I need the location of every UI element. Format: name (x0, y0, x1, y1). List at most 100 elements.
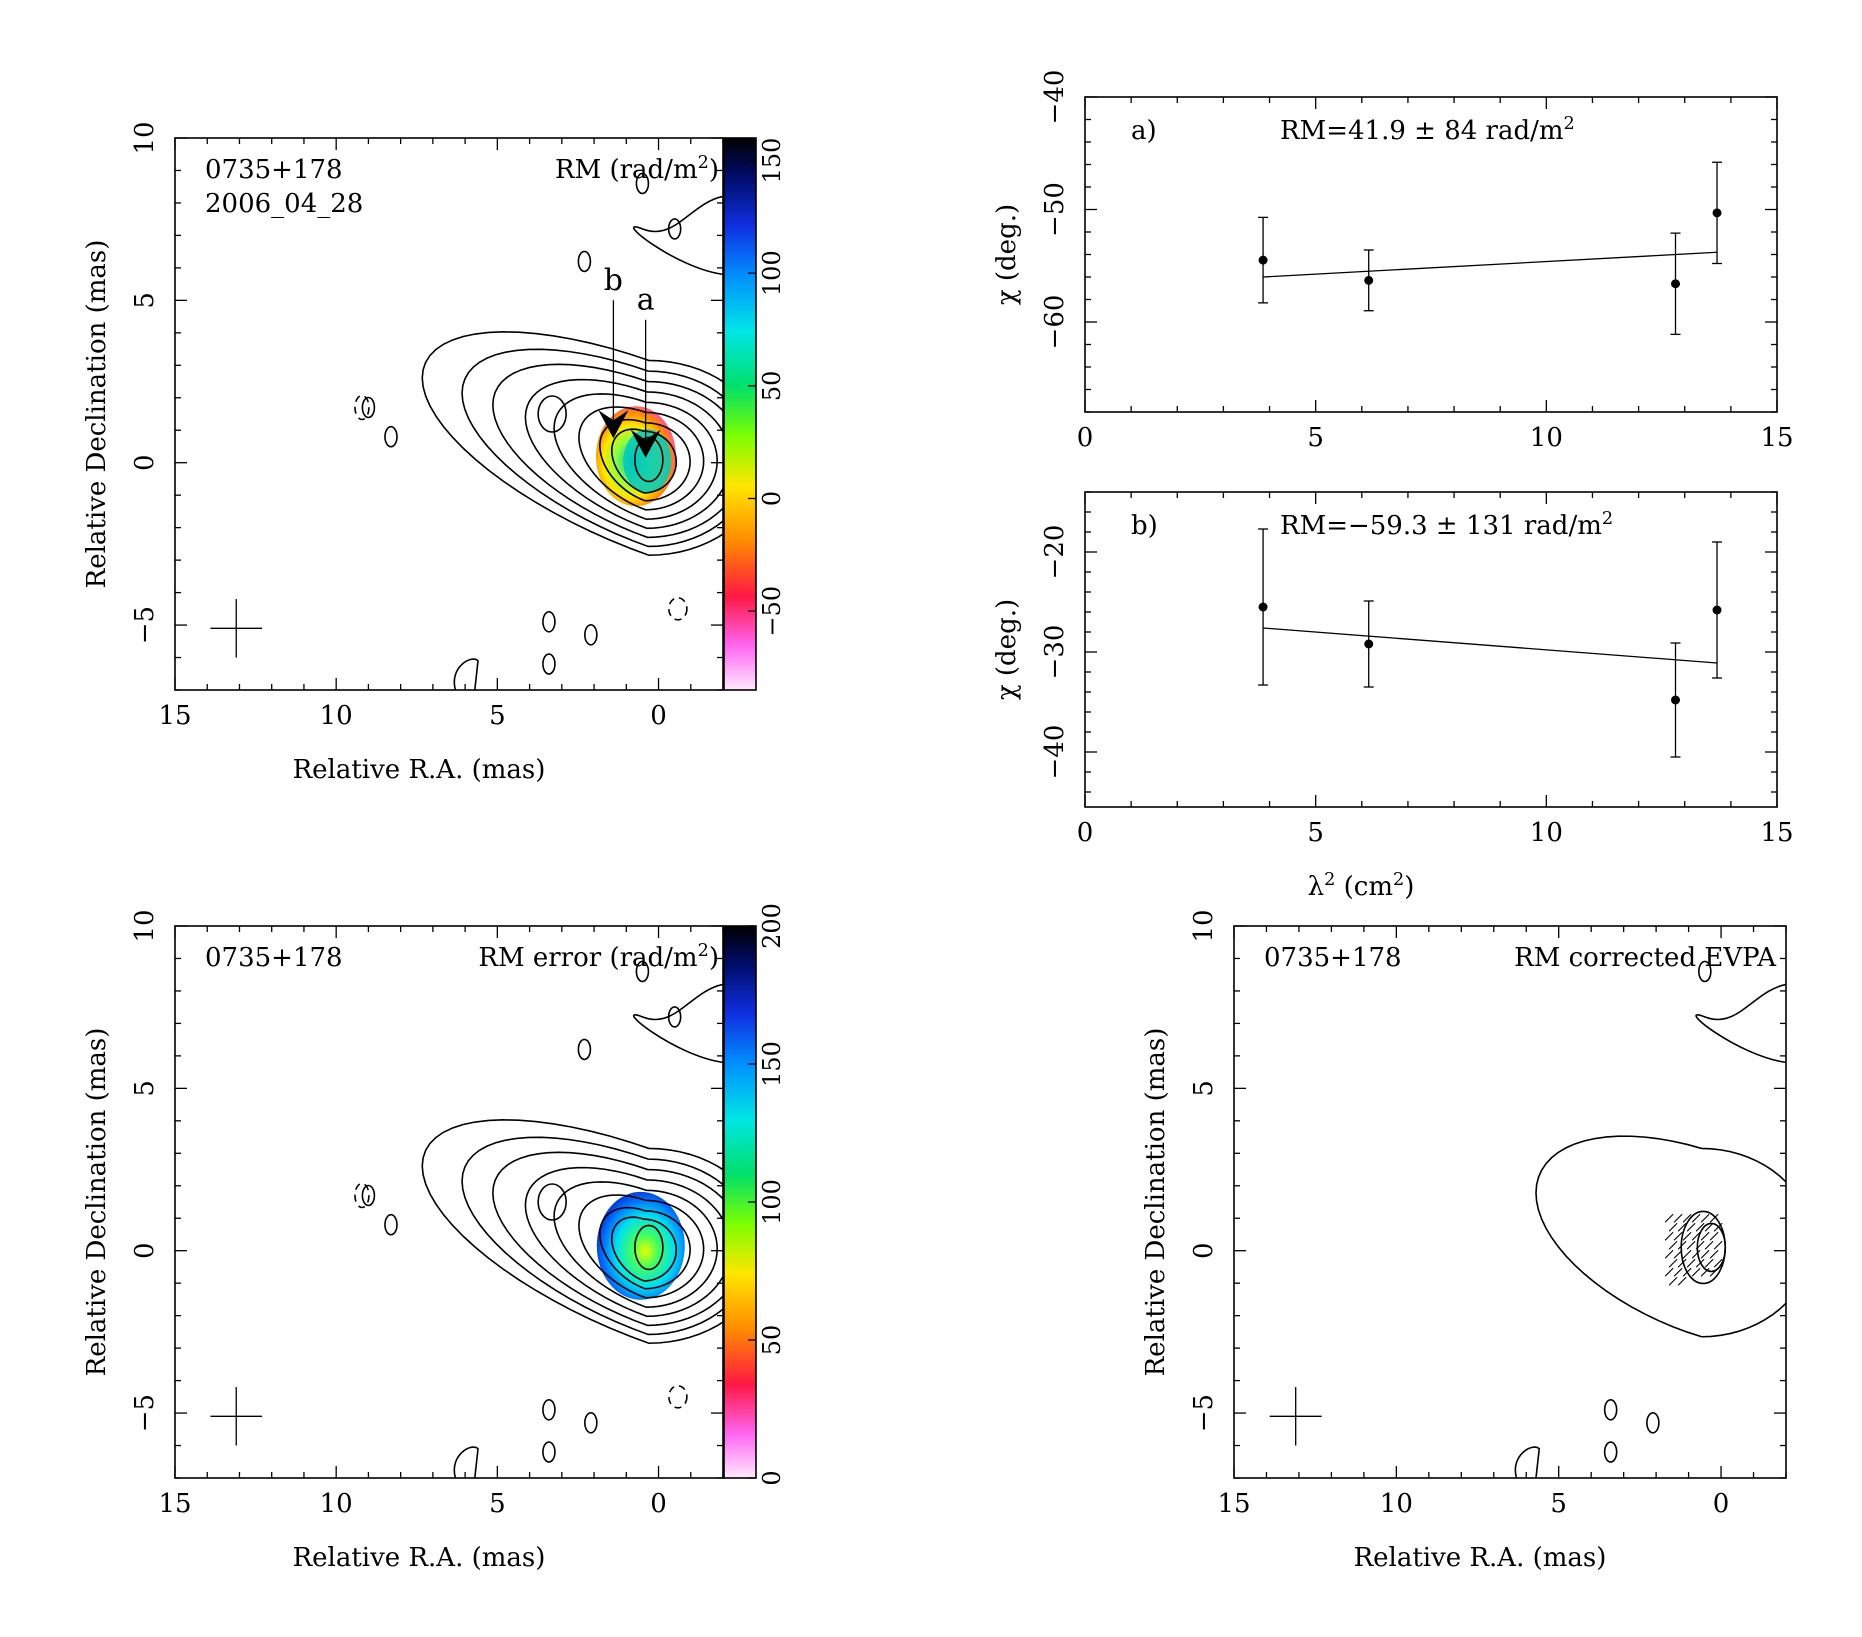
data-point (1364, 639, 1374, 649)
intensity-contour (492, 1151, 723, 1327)
colorbar-tick-label: 150 (758, 138, 786, 184)
y-tick-label: −50 (1040, 182, 1070, 237)
negative-contour (668, 1385, 688, 1409)
core-contour (634, 436, 664, 483)
y-tick-label: −5 (130, 1394, 160, 1432)
evpa-vector (1713, 1258, 1723, 1268)
intensity-contour (553, 393, 718, 521)
y-tick-label: 0 (130, 454, 160, 471)
rm-annotation: RM=41.9 ± 84 rad/m2 (1280, 114, 1575, 146)
colorbar-tick-label: 50 (758, 1325, 786, 1356)
x-tick-label: 0 (650, 1489, 667, 1519)
intensity-contour (421, 331, 723, 557)
colorbar-tick-label: −50 (758, 586, 786, 637)
evpa-vector (1704, 1258, 1714, 1268)
intensity-contour (578, 1194, 705, 1299)
noise-contour (384, 425, 398, 448)
x-tick-label: 15 (1760, 423, 1793, 453)
evpa-vector (1682, 1231, 1692, 1241)
intensity-contour (599, 1206, 691, 1290)
y-tick-label: 5 (130, 292, 160, 309)
edge-contour (1695, 983, 1786, 1064)
colorbar-tick-label: 100 (758, 250, 786, 296)
intensity-contour (421, 1119, 723, 1345)
edge-contour (453, 658, 479, 690)
evpa-vector (1668, 1240, 1678, 1250)
colorbar-title: RM error (rad/m2) (478, 941, 719, 973)
y-tick-label: −5 (1189, 1394, 1219, 1432)
edge-contour (1514, 1446, 1541, 1478)
y-tick-label: −20 (1040, 525, 1070, 580)
noise-contour (635, 960, 650, 983)
marker-arrow (630, 429, 661, 458)
evpa_map-panel: 15 10 5 0 −5 0 5 10 Relative R.A. (mas) Relative … (1141, 909, 1787, 1573)
core-contour (1696, 1222, 1727, 1273)
x-tick-label: 0 (1077, 423, 1094, 453)
data-point (1712, 208, 1722, 218)
rm-error-color-region (596, 1191, 685, 1300)
data-point (1671, 695, 1681, 705)
colorbar-tick-label: 150 (758, 1041, 786, 1087)
y-axis-label: χ (deg.) (992, 204, 1022, 305)
data-point (1712, 605, 1722, 615)
fit-line (1263, 627, 1718, 664)
evpa-vector (1709, 1249, 1719, 1259)
rm-annotation: RM=−59.3 ± 131 rad/m2 (1280, 509, 1613, 541)
noise-contour (384, 1213, 398, 1236)
plot-frame (174, 925, 724, 1479)
y-tick-label: 10 (130, 121, 160, 154)
source-label: 0735+178 (205, 943, 343, 973)
knot-contour (537, 1183, 567, 1221)
edge-contour (633, 983, 723, 1064)
x-tick-label: 10 (1380, 1489, 1413, 1519)
evpa-vector (1686, 1240, 1696, 1250)
noise-contour (584, 1412, 598, 1434)
x-tick-label: 10 (320, 1489, 353, 1519)
noise-contour (577, 250, 592, 273)
colorbar-tick-label: 0 (758, 1470, 786, 1485)
x-tick-label: 5 (489, 1489, 506, 1519)
x-axis-label: Relative R.A. (mas) (293, 755, 546, 785)
evpa-vector (1691, 1267, 1701, 1277)
x-tick-label: 10 (1530, 818, 1563, 848)
y-tick-label: −40 (1040, 725, 1070, 780)
evpa-vector (1668, 1258, 1678, 1268)
x-tick-label: 15 (158, 1489, 191, 1519)
noise-contour (542, 653, 556, 675)
x-tick-label: 5 (1307, 818, 1324, 848)
evpa-vector (1677, 1222, 1687, 1232)
source-label: 0735+178 (1264, 943, 1402, 973)
evpa-vector (1673, 1231, 1683, 1241)
noise-contour (1646, 1412, 1660, 1434)
evpa-vector (1677, 1258, 1687, 1268)
x-axis-label: Relative R.A. (mas) (293, 1543, 546, 1573)
evpa-vector (1664, 1231, 1674, 1241)
x-tick-label: 15 (158, 701, 191, 731)
edge-contour (453, 1446, 479, 1478)
data-point (1258, 255, 1268, 265)
panel-label: b) (1131, 511, 1158, 541)
evpa-vector (1677, 1276, 1687, 1286)
evpa-vector (1664, 1267, 1674, 1277)
evpa-vector (1686, 1222, 1696, 1232)
evpa-vector (1682, 1267, 1692, 1277)
x-tick-label: 5 (1550, 1489, 1567, 1519)
knot-contour (537, 395, 567, 433)
marker-arrow (598, 410, 629, 439)
noise-contour (584, 623, 598, 646)
evpa-vector (1700, 1213, 1710, 1223)
y-tick-label: 0 (130, 1242, 160, 1259)
x-axis-label: λ2 (cm2) (1308, 870, 1415, 902)
intensity-contour (1535, 1135, 1786, 1338)
evpa-vector (1704, 1240, 1714, 1250)
negative-contour (354, 1182, 370, 1209)
evpa-vector (1700, 1231, 1710, 1241)
evpa-vector (1673, 1213, 1683, 1223)
evpa-vector (1695, 1258, 1705, 1268)
evpa-vector (1664, 1249, 1674, 1259)
intensity-contour (578, 406, 705, 511)
epoch-label: 2006_04_28 (205, 189, 363, 219)
data-point (1671, 279, 1681, 289)
colorbar-tick-label: 200 (758, 903, 786, 949)
